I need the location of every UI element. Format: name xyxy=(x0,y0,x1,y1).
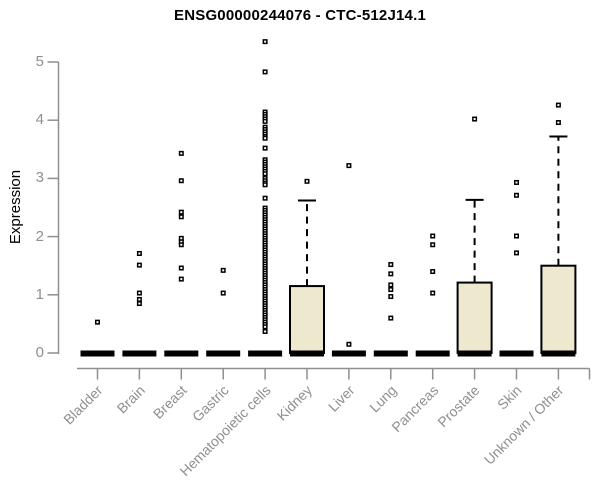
outlier-point-center xyxy=(264,40,267,43)
outlier-point-center xyxy=(389,288,392,291)
median-line xyxy=(122,350,157,357)
outlier-point-center xyxy=(264,183,267,186)
outlier-point-center xyxy=(347,343,350,346)
outlier-point-center xyxy=(264,70,267,73)
outlier-point-center xyxy=(389,283,392,286)
median-line xyxy=(541,350,576,357)
median-line xyxy=(415,350,450,357)
outlier-point-center xyxy=(389,317,392,320)
outlier-point-center xyxy=(180,152,183,155)
box-rect xyxy=(456,281,493,354)
outlier-point-center xyxy=(515,251,518,254)
median-line xyxy=(80,350,115,357)
outlier-point-center xyxy=(264,197,267,200)
y-tick-label: 5 xyxy=(35,53,44,70)
outlier-point-center xyxy=(138,298,141,301)
outlier-point-center xyxy=(515,235,518,238)
outlier-point-center xyxy=(264,120,267,123)
outlier-point-center xyxy=(431,292,434,295)
outlier-point-center xyxy=(389,263,392,266)
median-line xyxy=(164,350,199,357)
median-line xyxy=(373,350,408,357)
box-rect xyxy=(540,264,577,355)
y-tick-label: 0 xyxy=(35,344,44,361)
outlier-point-center xyxy=(222,269,225,272)
outlier-point-center xyxy=(515,181,518,184)
outlier-point-center xyxy=(431,243,434,246)
outlier-point-center xyxy=(96,321,99,324)
outlier-point-center xyxy=(180,278,183,281)
y-tick-label: 3 xyxy=(35,169,44,187)
median-line xyxy=(499,350,534,357)
chart-title: ENSG00000244076 - CTC-512J14.1 xyxy=(174,7,426,24)
outlier-point-center xyxy=(138,292,141,295)
outlier-point-center xyxy=(431,270,434,273)
outlier-point-center xyxy=(180,240,183,243)
outlier-point-center xyxy=(264,172,267,175)
y-tick-label: 4 xyxy=(35,111,44,129)
outlier-point-center xyxy=(138,252,141,255)
outlier-point-center xyxy=(138,302,141,305)
outlier-point-center xyxy=(389,295,392,298)
outlier-point-center xyxy=(180,215,183,218)
y-tick-label: 2 xyxy=(35,227,44,245)
outlier-point-center xyxy=(180,237,183,240)
outlier-point-center xyxy=(431,235,434,238)
outlier-point-center xyxy=(222,292,225,295)
outlier-point-center xyxy=(557,104,560,107)
outlier-point-center xyxy=(306,180,308,183)
y-tick-label: 1 xyxy=(35,285,44,303)
outlier-point-center xyxy=(180,243,183,246)
outlier-point-center xyxy=(264,330,267,333)
outlier-point-center xyxy=(264,147,267,150)
median-line xyxy=(331,350,366,357)
median-line xyxy=(290,350,324,357)
outlier-point-center xyxy=(264,137,267,140)
box-rect xyxy=(289,285,325,355)
outlier-point-center xyxy=(180,267,183,270)
outlier-point-center xyxy=(264,325,267,328)
outlier-point-center xyxy=(180,179,183,182)
outlier-point-center xyxy=(347,164,350,167)
outlier-point-center xyxy=(180,211,183,214)
median-line xyxy=(206,350,241,357)
outlier-point-center xyxy=(473,118,476,121)
median-line xyxy=(248,350,283,357)
median-line xyxy=(457,350,492,357)
outlier-point-center xyxy=(389,272,392,275)
outlier-point-center xyxy=(138,264,141,267)
outlier-point-center xyxy=(557,121,560,124)
outlier-point-center xyxy=(515,194,518,197)
